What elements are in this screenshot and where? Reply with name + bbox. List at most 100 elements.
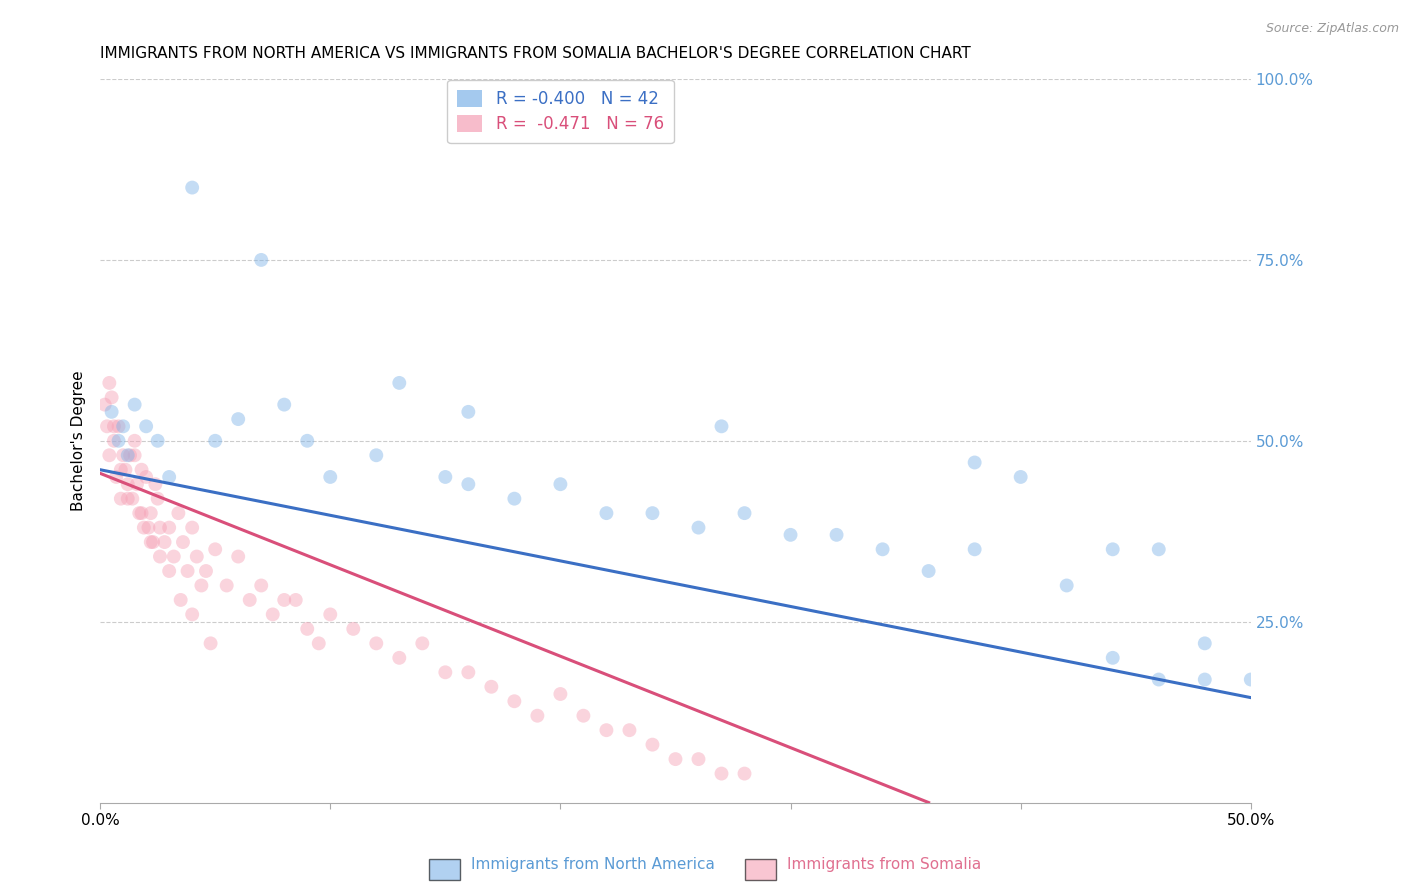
Point — [153, 535, 176, 549]
Point — [342, 622, 364, 636]
Point — [388, 376, 411, 390]
Point — [872, 542, 894, 557]
Point — [641, 506, 664, 520]
Point — [181, 180, 204, 194]
Point — [710, 766, 733, 780]
Point — [572, 708, 595, 723]
Point — [181, 520, 204, 534]
Point — [131, 506, 153, 520]
Point — [157, 520, 180, 534]
Point — [200, 636, 222, 650]
Text: Immigrants from Somalia: Immigrants from Somalia — [787, 857, 981, 872]
Point — [107, 434, 129, 448]
Point — [135, 419, 157, 434]
Point — [138, 520, 160, 534]
Point — [135, 470, 157, 484]
Text: Source: ZipAtlas.com: Source: ZipAtlas.com — [1265, 22, 1399, 36]
Point — [457, 405, 479, 419]
Point — [190, 578, 212, 592]
Text: IMMIGRANTS FROM NORTH AMERICA VS IMMIGRANTS FROM SOMALIA BACHELOR'S DEGREE CORRE: IMMIGRANTS FROM NORTH AMERICA VS IMMIGRA… — [100, 46, 972, 62]
Point — [121, 491, 143, 506]
Point — [963, 455, 986, 469]
Point — [124, 434, 146, 448]
Point — [297, 434, 319, 448]
Point — [170, 593, 193, 607]
Point — [1010, 470, 1032, 484]
Point — [641, 738, 664, 752]
Point — [195, 564, 218, 578]
Point — [619, 723, 641, 738]
Point — [366, 636, 388, 650]
Point — [114, 463, 136, 477]
Point — [550, 477, 572, 491]
Point — [98, 376, 121, 390]
Point — [262, 607, 284, 622]
Y-axis label: Bachelor's Degree: Bachelor's Degree — [72, 370, 86, 511]
Point — [664, 752, 686, 766]
Point — [142, 535, 165, 549]
Point — [131, 463, 153, 477]
Point — [117, 491, 139, 506]
Point — [117, 477, 139, 491]
Point — [204, 542, 226, 557]
Point — [963, 542, 986, 557]
Point — [1101, 650, 1123, 665]
Point — [503, 491, 526, 506]
Point — [186, 549, 208, 564]
Point — [1147, 673, 1170, 687]
Point — [284, 593, 307, 607]
Point — [1240, 673, 1263, 687]
Point — [100, 405, 122, 419]
Point — [688, 520, 710, 534]
Point — [710, 419, 733, 434]
Point — [550, 687, 572, 701]
Point — [118, 448, 141, 462]
Point — [917, 564, 939, 578]
Point — [139, 535, 162, 549]
Point — [110, 491, 132, 506]
Point — [226, 549, 249, 564]
Text: Immigrants from North America: Immigrants from North America — [471, 857, 714, 872]
Point — [117, 448, 139, 462]
Point — [103, 419, 125, 434]
Point — [181, 607, 204, 622]
Point — [319, 607, 342, 622]
Point — [457, 665, 479, 680]
Point — [163, 549, 186, 564]
Point — [149, 520, 172, 534]
Point — [526, 708, 548, 723]
Point — [595, 506, 617, 520]
Point — [457, 477, 479, 491]
Point — [388, 650, 411, 665]
Point — [100, 390, 122, 404]
Point — [157, 470, 180, 484]
Point — [124, 448, 146, 462]
Point — [124, 398, 146, 412]
Point — [434, 470, 457, 484]
Point — [146, 491, 169, 506]
Point — [273, 593, 295, 607]
Point — [688, 752, 710, 766]
Point — [250, 578, 273, 592]
Point — [112, 419, 135, 434]
Point — [107, 419, 129, 434]
Point — [479, 680, 502, 694]
Legend: R = -0.400   N = 42, R =  -0.471   N = 76: R = -0.400 N = 42, R = -0.471 N = 76 — [447, 80, 673, 143]
Point — [1194, 636, 1216, 650]
Point — [139, 506, 162, 520]
Point — [176, 564, 198, 578]
Point — [411, 636, 433, 650]
Point — [204, 434, 226, 448]
Point — [308, 636, 330, 650]
Point — [1101, 542, 1123, 557]
Point — [273, 398, 295, 412]
Point — [146, 434, 169, 448]
Point — [434, 665, 457, 680]
Point — [734, 766, 756, 780]
Point — [297, 622, 319, 636]
Point — [110, 463, 132, 477]
Point — [128, 506, 150, 520]
Point — [103, 434, 125, 448]
Point — [93, 398, 115, 412]
Point — [105, 470, 128, 484]
